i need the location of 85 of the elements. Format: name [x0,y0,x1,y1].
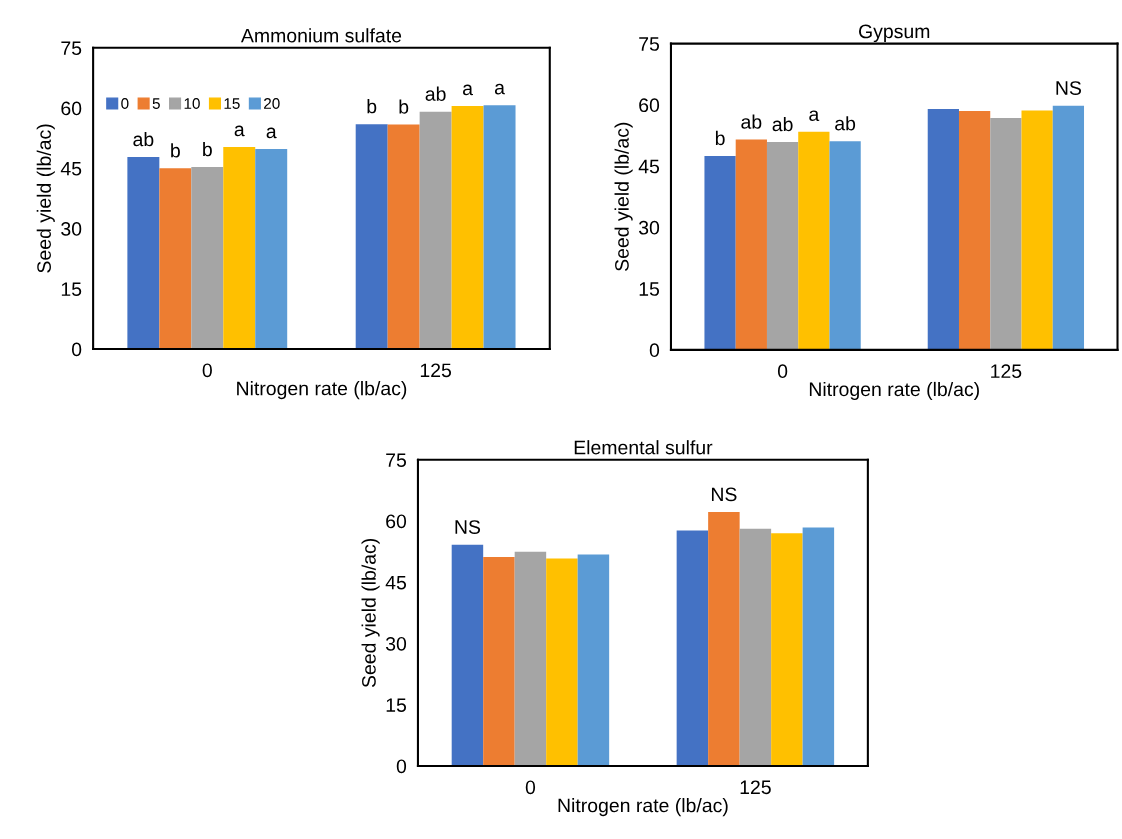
bar [927,108,959,350]
y-tick-label: 0 [71,342,82,357]
bar [483,105,516,350]
chart-title: Ammonium sulfate [240,28,402,43]
x-axis-title: Nitrogen rate (lb/ac) [237,381,407,400]
bar [766,142,799,350]
y-tick-label: 15 [61,282,82,297]
chart-title: Gypsum [859,24,930,43]
x-tick-label: 125 [991,364,1022,379]
bar [990,117,1022,350]
bar [355,124,388,350]
data-label: ab [741,114,762,129]
data-label: a [463,84,473,96]
data-label: a [494,83,505,95]
bar [735,139,767,350]
data-label: b [203,142,212,157]
bar [1052,105,1085,350]
bar [191,167,224,350]
data-label: a [266,127,277,139]
x-axis-title: Nitrogen rate (lb/ac) [809,381,979,400]
x-axis-title: Nitrogen rate (lb/ac) [558,798,728,817]
bar [958,111,991,350]
bar [127,157,160,350]
x-tick-label: 0 [202,363,212,378]
bar [514,551,547,767]
data-label: a [234,125,245,137]
data-label: ab [835,116,856,131]
data-label: b [171,143,180,158]
data-label: b [399,99,409,114]
bar [451,544,484,767]
bar [223,147,256,350]
bar [798,131,830,350]
bar [704,155,736,350]
legend-label: 10 [184,98,200,109]
bar [483,556,515,767]
bar [387,124,420,350]
bar [1021,110,1053,350]
bar [829,141,861,350]
y-tick-label: 15 [639,282,660,296]
y-tick-label: 45 [385,575,407,590]
chart-title: Elemental sulfur [574,440,713,455]
bar [546,558,578,767]
y-tick-label: 30 [61,222,82,236]
bar [419,111,452,350]
bar [676,530,709,767]
y-tick-label: 30 [385,636,407,651]
data-label: ab [425,86,446,101]
legend-label: 15 [224,98,240,109]
y-tick-label: 60 [61,101,82,116]
y-tick-label: 60 [386,514,407,529]
x-tick-label: 0 [777,364,788,379]
bar [771,533,803,767]
legend-label: 0 [121,98,129,109]
legend-label: 20 [264,98,280,109]
y-axis-title: Seed yield (lb/ac) [361,538,380,688]
bar [708,512,740,767]
y-tick-label: 75 [639,37,660,51]
y-tick-label: 30 [638,220,660,235]
y-tick-label: 75 [61,41,82,56]
bar [255,149,288,350]
data-label: ab [772,116,793,132]
y-tick-label: 0 [649,343,660,358]
x-tick-label: 125 [420,363,452,378]
data-label: NS [711,487,737,502]
data-label: a [809,110,820,122]
y-tick-label: 75 [386,453,407,468]
data-label: b [715,130,725,146]
data-label: ab [133,131,154,147]
data-label: NS [1056,81,1081,95]
data-label: b [367,99,377,114]
bar [802,527,835,767]
y-axis-title: Seed yield (lb/ac) [36,124,55,273]
y-tick-label: 15 [386,698,407,712]
bar [739,528,772,767]
x-tick-label: 125 [740,780,771,795]
y-tick-label: 60 [639,98,660,113]
data-label: NS [455,520,481,534]
y-tick-label: 0 [396,759,407,774]
legend-label: 5 [152,98,160,109]
y-tick-label: 45 [638,159,660,174]
y-tick-label: 45 [60,161,82,176]
bar [451,106,484,350]
bar [159,168,192,350]
y-axis-title: Seed yield (lb/ac) [614,122,633,271]
bar [577,554,610,767]
